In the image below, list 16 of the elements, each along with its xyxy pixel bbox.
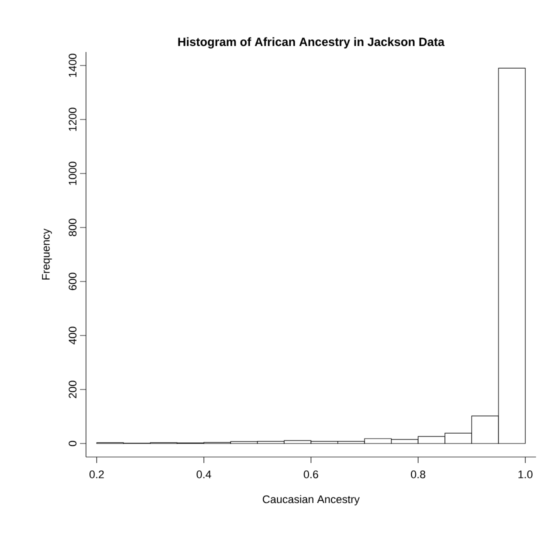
x-tick-label: 0.2 [90,470,104,478]
y-tick-label: 400 [68,326,76,344]
y-tick-label: 1000 [68,162,76,185]
y-tick-label: 1400 [68,54,76,77]
y-tick-label: 1200 [68,108,76,131]
x-tick-label: 0.4 [196,470,212,478]
y-tick-label: 600 [68,272,76,290]
y-tick-label: 800 [68,218,76,236]
x-tick-label: 0.8 [410,470,426,478]
y-axis-title: Frequency [42,228,52,280]
y-tick-label: 200 [68,380,76,398]
x-tick-label: 0.6 [304,470,318,478]
y-tick-label: 0 [68,440,76,446]
x-tick-label: 1.0 [518,470,532,478]
chart-title: Histogram of African Ancestry in Jackson Data [178,37,445,48]
x-axis-title: Caucasian Ancestry [262,495,360,506]
